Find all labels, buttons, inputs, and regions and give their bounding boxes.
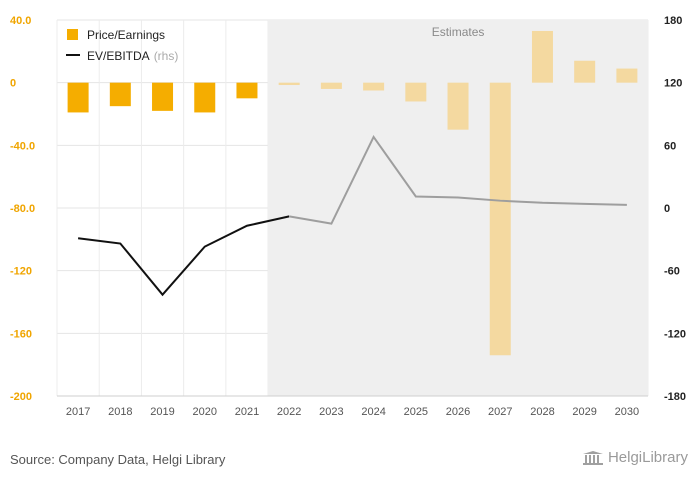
y2-tick-label: 60 — [664, 140, 676, 152]
axes-layer: 40.0 0 -40.0 -80.0 -120 -160 -200 180 120 60 0 -60 -… — [10, 15, 686, 418]
logo-text: HelgiLibrary — [607, 449, 688, 466]
line-ev-ebitda-actual — [77, 215, 290, 297]
y-tick-label: 40.0 — [10, 15, 31, 27]
y-tick-label: -160 — [10, 328, 32, 340]
bar-price-earnings-2028 — [531, 30, 553, 83]
bar-price-earnings-2024 — [363, 82, 385, 91]
legend-label-ev-ebitda: EV/EBITDA — [87, 49, 150, 63]
y-tick-label: -40.0 — [10, 140, 35, 152]
y-tick-label: -120 — [10, 266, 32, 278]
estimates-label: Estimates — [432, 25, 485, 39]
legend-label-ev-ebitda-wrapper: EV/EBITDA (rhs) — [87, 49, 178, 63]
x-tick-label: 2023 — [319, 406, 343, 418]
source-note: Source: Company Data, Helgi Library — [10, 452, 226, 467]
helgi-library-logo: HelgiLibrary — [582, 449, 688, 466]
legend-label-rhs: (rhs) — [154, 49, 179, 63]
x-tick-label: 2019 — [150, 406, 174, 418]
bar-price-earnings-2018 — [109, 82, 131, 107]
bar-price-earnings-2021 — [236, 82, 258, 99]
x-tick-label: 2030 — [615, 406, 639, 418]
bar-price-earnings-2022 — [278, 82, 300, 86]
y2-tick-label: 120 — [664, 78, 682, 90]
y-tick-label: -200 — [10, 391, 32, 403]
x-tick-label: 2024 — [361, 406, 385, 418]
chart: Estimates 40.0 0 -40.0 -80.0 -120 -160 -200 180… — [10, 15, 686, 418]
legend-swatch-price-earnings — [67, 29, 78, 40]
library-building-icon — [582, 450, 603, 465]
y2-tick-label: -120 — [664, 328, 686, 340]
y2-tick-label: 0 — [664, 203, 670, 215]
y2-tick-label: -180 — [664, 391, 686, 403]
x-tick-label: 2022 — [277, 406, 301, 418]
legend-label-price-earnings: Price/Earnings — [87, 28, 165, 42]
x-tick-label: 2028 — [530, 406, 554, 418]
bar-price-earnings-2030 — [616, 68, 638, 83]
bar-price-earnings-2029 — [574, 60, 596, 83]
bar-price-earnings-2027 — [489, 82, 511, 356]
y2-tick-label: -60 — [664, 266, 680, 278]
x-tick-label: 2026 — [446, 406, 470, 418]
x-tick-label: 2029 — [572, 406, 596, 418]
x-tick-label: 2025 — [404, 406, 428, 418]
bar-price-earnings-2026 — [447, 82, 469, 130]
x-tick-label: 2020 — [193, 406, 217, 418]
lines-layer — [77, 135, 627, 297]
y-tick-label: 0 — [10, 78, 16, 90]
bars-layer — [67, 30, 638, 356]
x-tick-label: 2017 — [66, 406, 90, 418]
y2-tick-label: 180 — [664, 15, 682, 27]
bar-price-earnings-2025 — [405, 82, 427, 102]
y-tick-label: -80.0 — [10, 203, 35, 215]
x-tick-label: 2027 — [488, 406, 512, 418]
bar-price-earnings-2019 — [152, 82, 174, 111]
bar-price-earnings-2020 — [194, 82, 216, 113]
bar-price-earnings-2023 — [320, 82, 342, 89]
x-tick-label: 2021 — [235, 406, 259, 418]
x-tick-label: 2018 — [108, 406, 132, 418]
legend: Price/Earnings EV/EBITDA (rhs) — [66, 28, 178, 63]
bar-price-earnings-2017 — [67, 82, 89, 113]
